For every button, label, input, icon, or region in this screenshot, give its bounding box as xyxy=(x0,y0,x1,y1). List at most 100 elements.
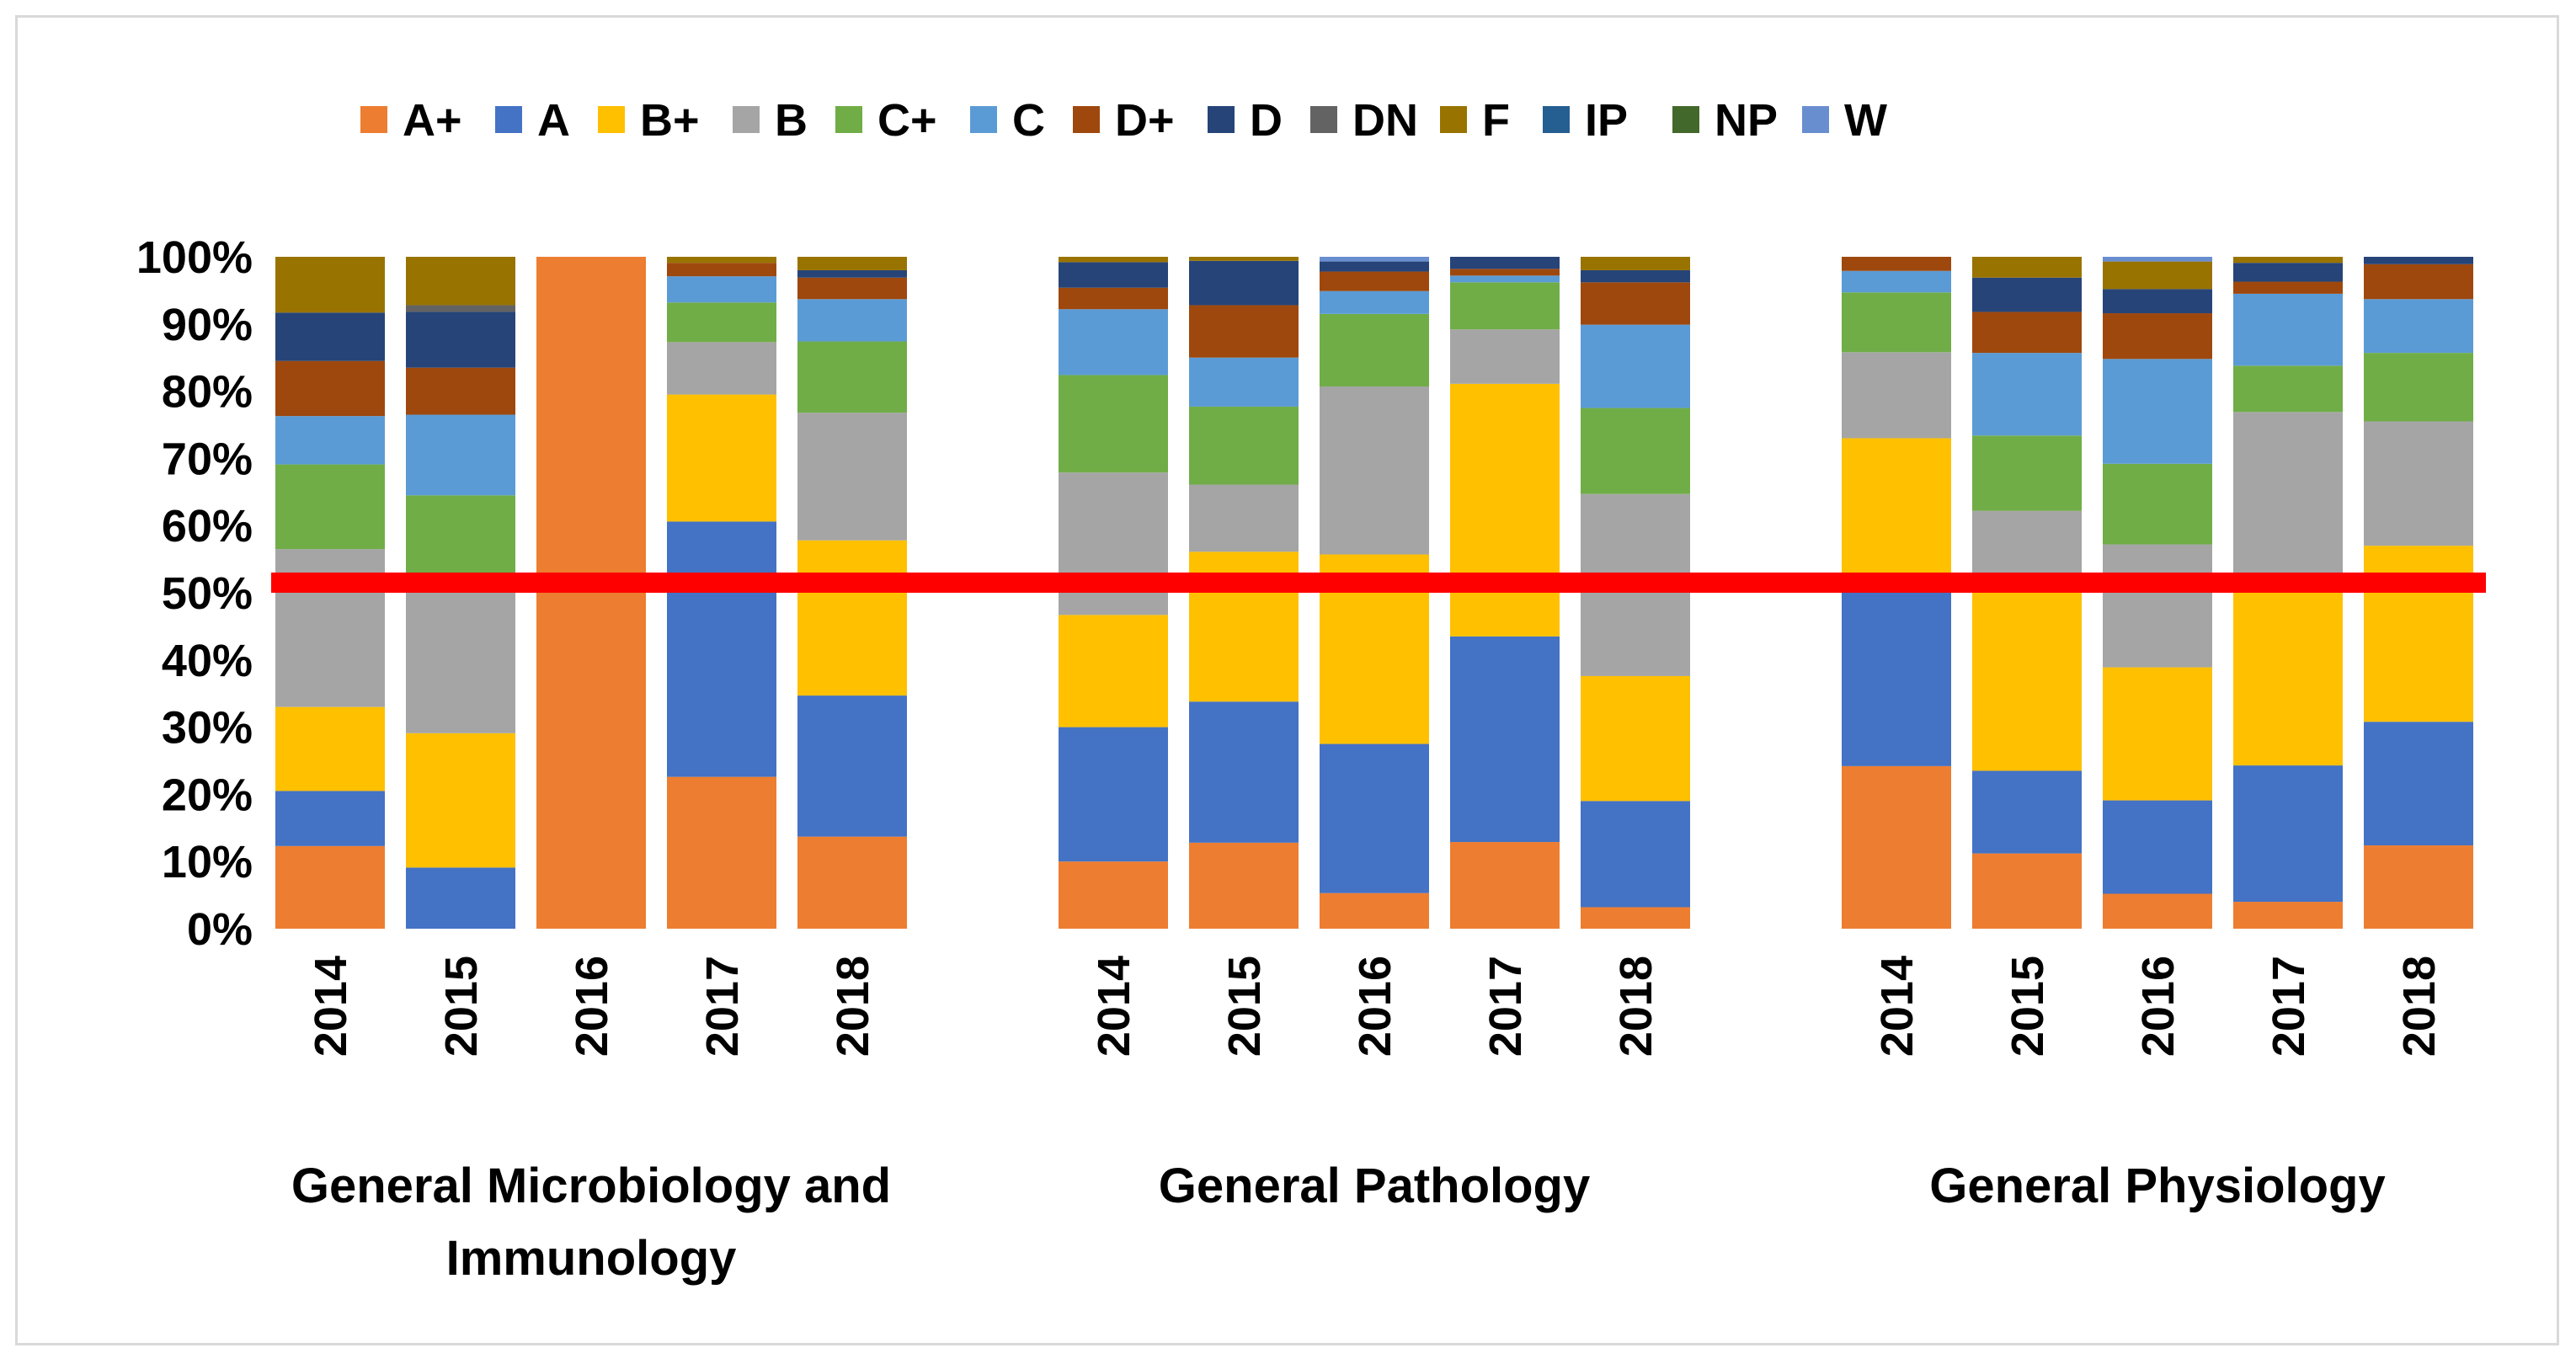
segment-f xyxy=(667,257,776,264)
legend-item-ip: IP xyxy=(1543,95,1628,146)
segment-c xyxy=(1320,290,1429,314)
segment-a xyxy=(1059,727,1168,862)
legend-item-np: NP xyxy=(1672,95,1778,146)
segment-b-plus xyxy=(406,733,515,868)
y-tick-label: 10% xyxy=(162,837,253,887)
segment-d xyxy=(1059,262,1168,288)
segment-a xyxy=(1189,701,1299,843)
x-tick-label: 2015 xyxy=(436,956,487,1057)
x-tick-label: 2015 xyxy=(1219,956,1270,1057)
segment-f xyxy=(406,257,515,306)
x-tick-label: 2017 xyxy=(1480,956,1531,1057)
segment-b xyxy=(1320,386,1429,555)
segment-d xyxy=(1189,260,1299,306)
bar-general-physiology-2014 xyxy=(1842,257,1951,929)
segment-c xyxy=(1059,309,1168,376)
segment-c-plus xyxy=(275,464,385,550)
x-tick-label: 2014 xyxy=(306,956,356,1057)
segment-c xyxy=(2233,293,2343,366)
segment-a xyxy=(797,695,907,837)
segment-c xyxy=(406,414,515,496)
segment-b xyxy=(2103,544,2212,668)
segment-c xyxy=(1450,275,1560,283)
x-tick-label: 2014 xyxy=(1872,956,1923,1057)
legend-item-dn: DN xyxy=(1310,95,1418,146)
x-tick-label: 2015 xyxy=(2003,956,2053,1057)
x-axis: 2014 2015 2016 2017 2018 2014 2015 2016 2017 2018… xyxy=(306,956,2445,1057)
segment-d-plus xyxy=(406,367,515,415)
segment-c-plus xyxy=(797,341,907,413)
segment-c xyxy=(1581,324,1690,408)
segment-a xyxy=(1450,636,1560,843)
x-tick-label: 2014 xyxy=(1089,956,1139,1057)
segment-d-plus xyxy=(2103,313,2212,360)
segment-a xyxy=(2233,765,2343,903)
segment-b-plus xyxy=(1581,675,1690,802)
segment-f xyxy=(2233,257,2343,264)
y-tick-label: 40% xyxy=(162,636,253,686)
segment-a xyxy=(1320,743,1429,893)
legend-label: W xyxy=(1844,95,1887,146)
segment-c xyxy=(667,276,776,303)
segment-b xyxy=(1059,472,1168,615)
legend-item-b: B xyxy=(733,95,808,146)
legend: A+ A B+ B C+ C D+ D DN F IP NP W xyxy=(360,95,1887,146)
segment-d xyxy=(1450,257,1560,269)
y-tick-label: 30% xyxy=(162,703,253,754)
segment-d xyxy=(2364,257,2473,264)
bar-general-pathology-2017 xyxy=(1450,257,1560,929)
y-tick-label: 70% xyxy=(162,434,253,484)
segment-c-plus xyxy=(1972,435,2082,511)
legend-item-d-plus: D+ xyxy=(1073,95,1175,146)
segment-d xyxy=(797,269,907,278)
segment-b-plus xyxy=(2103,667,2212,801)
legend-swatch xyxy=(1672,106,1699,133)
segment-f xyxy=(1059,257,1168,263)
y-tick-label: 80% xyxy=(162,367,253,418)
legend-label: B+ xyxy=(640,95,700,146)
x-tick-label: 2016 xyxy=(567,956,617,1057)
segment-c-plus xyxy=(2233,365,2343,413)
x-tick-label: 2017 xyxy=(697,956,748,1057)
segment-f xyxy=(1972,257,2082,278)
segment-c xyxy=(1842,270,1951,293)
legend-label: D+ xyxy=(1115,95,1175,146)
segment-d-plus xyxy=(1972,312,2082,354)
segment-b-plus xyxy=(1842,438,1951,578)
segment-a-plus xyxy=(1842,765,1951,929)
group-label: General Microbiology and Immunology xyxy=(291,1159,891,1286)
legend-item-c: C xyxy=(970,95,1045,146)
segment-c xyxy=(797,299,907,342)
segment-d-plus xyxy=(1581,282,1690,325)
segment-a-plus xyxy=(2103,893,2212,929)
legend-label: F xyxy=(1482,95,1510,146)
segment-b xyxy=(1189,484,1299,552)
segment-a xyxy=(275,791,385,846)
segment-b xyxy=(2364,421,2473,546)
segment-c-plus xyxy=(1842,292,1951,353)
y-tick-label: 50% xyxy=(162,568,253,619)
segment-b-plus xyxy=(1059,615,1168,727)
x-tick-label: 2018 xyxy=(2394,956,2445,1057)
segment-c-plus xyxy=(1059,375,1168,473)
bar-general-physiology-2018 xyxy=(2364,257,2473,929)
group-label: General Physiology xyxy=(1929,1159,2386,1213)
legend-label: B xyxy=(775,95,808,146)
segment-a xyxy=(667,521,776,777)
segment-d xyxy=(406,312,515,368)
segment-d xyxy=(2103,289,2212,314)
legend-swatch xyxy=(733,106,760,133)
legend-swatch xyxy=(360,106,387,133)
segment-b xyxy=(406,586,515,733)
y-tick-label: 100% xyxy=(136,232,253,283)
segment-d xyxy=(1581,269,1690,283)
segment-b xyxy=(1972,510,2082,574)
legend-swatch xyxy=(970,106,997,133)
legend-swatch xyxy=(598,106,625,133)
group-labels: General Microbiology and Immunology Genera… xyxy=(291,1159,2386,1286)
bar-general-microbiology-and-immunology-2018 xyxy=(797,257,907,929)
segment-d-plus xyxy=(1450,269,1560,276)
segment-b xyxy=(2233,412,2343,587)
bar-general-pathology-2014 xyxy=(1059,257,1168,929)
